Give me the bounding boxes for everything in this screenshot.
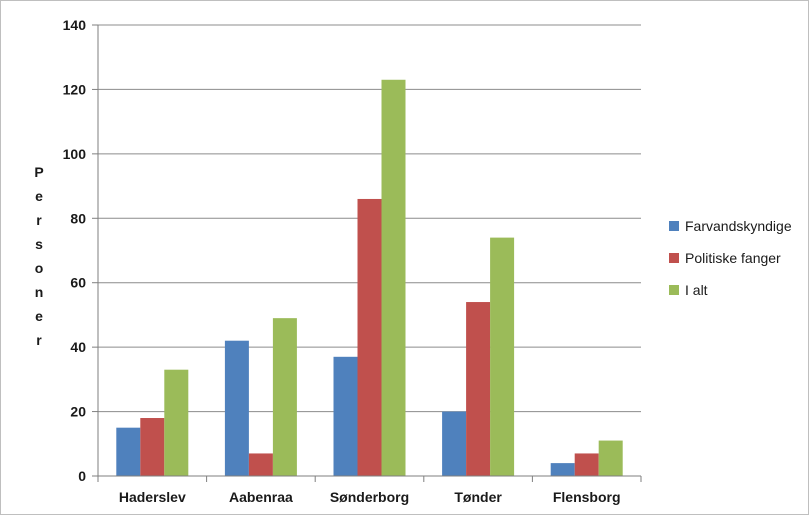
bar-i-alt-0: [164, 369, 189, 476]
legend-swatch: [669, 285, 679, 295]
y-axis-label-letter: e: [35, 308, 43, 324]
y-tick-label: 40: [70, 339, 86, 355]
bar-i-alt-4: [598, 440, 623, 476]
bar-i-alt-2: [381, 79, 406, 476]
x-axis-ticks: Haderslev Aabenraa Sønderborg Tønder Flensbo…: [97, 476, 642, 505]
x-tick-label: Flensborg: [553, 489, 621, 505]
y-tick-label: 60: [70, 275, 86, 291]
x-tick-label: Tønder: [454, 489, 502, 505]
x-tick-label: Haderslev: [119, 489, 186, 505]
y-axis-label-letter: r: [36, 332, 42, 348]
legend: Farvandskyndige Politiske fanger I alt: [669, 218, 792, 298]
y-axis-ticks: 0 20 40 60 80 100 120 140: [63, 17, 98, 484]
y-axis-label-letter: e: [35, 188, 43, 204]
axes: [97, 25, 641, 477]
bar-politiske-fanger-4: [574, 453, 599, 476]
legend-label: Politiske fanger: [685, 250, 781, 266]
y-tick-label: 140: [63, 17, 87, 33]
legend-swatch: [669, 253, 679, 263]
y-tick-label: 80: [70, 210, 86, 226]
y-axis-label-letter: r: [36, 212, 42, 228]
bar-politiske-fanger-0: [140, 418, 165, 476]
y-tick-label: 100: [63, 146, 87, 162]
bars: [116, 79, 623, 476]
y-tick-label: 120: [63, 81, 87, 97]
bar-farvandskyndige-4: [550, 463, 575, 476]
bar-politiske-fanger-2: [357, 198, 382, 476]
legend-swatch: [669, 221, 679, 231]
x-tick-label: Aabenraa: [229, 489, 293, 505]
bar-i-alt-1: [272, 318, 297, 476]
bar-politiske-fanger-1: [248, 453, 273, 476]
y-tick-label: 20: [70, 404, 86, 420]
bar-farvandskyndige-0: [116, 427, 141, 476]
bar-farvandskyndige-1: [224, 340, 249, 476]
x-tick-label: Sønderborg: [330, 489, 409, 505]
legend-label: Farvandskyndige: [685, 218, 792, 234]
y-axis-label-letter: n: [35, 284, 44, 300]
y-tick-label: 0: [78, 468, 86, 484]
bar-farvandskyndige-2: [333, 356, 358, 476]
bar-i-alt-3: [490, 237, 515, 476]
bar-politiske-fanger-3: [466, 302, 491, 476]
bar-farvandskyndige-3: [442, 411, 467, 476]
y-axis-label-letter: o: [35, 260, 44, 276]
legend-label: I alt: [685, 282, 708, 298]
y-axis-label-letter: s: [35, 236, 43, 252]
y-axis-label-letter: P: [34, 164, 43, 180]
